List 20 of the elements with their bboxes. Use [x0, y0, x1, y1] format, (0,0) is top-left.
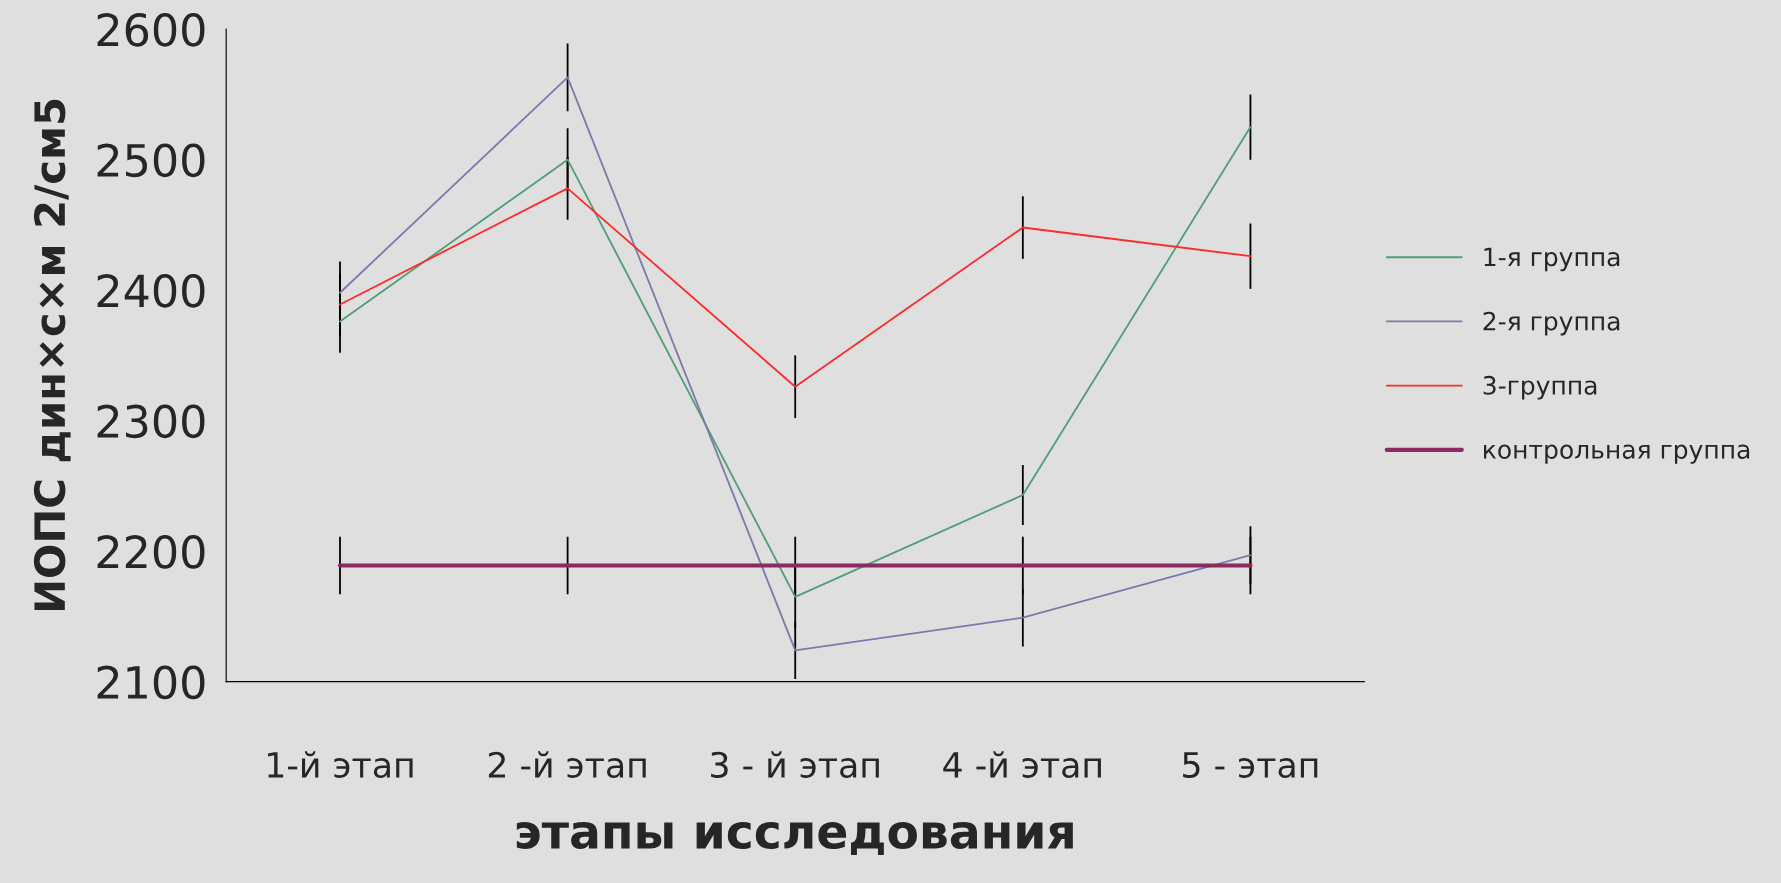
y-tick-label: 2600: [97, 13, 205, 47]
y-tick-label: 2100: [97, 665, 205, 700]
x-tick-label: 3 - й этап: [711, 751, 879, 778]
x-tick-label: 2 -й этап: [488, 751, 646, 778]
x-axis-title: этапы исследования: [516, 821, 1073, 855]
y-tick-label: 2400: [97, 274, 205, 308]
y-tick-label: 2500: [97, 143, 205, 178]
line-series: [339, 126, 1252, 598]
x-tick-label: 1-й этап: [268, 751, 413, 778]
legend-label: 2-я группа: [1483, 311, 1620, 336]
y-axis-title: ИОПС дин×с×м 2/см5: [33, 99, 71, 611]
line-series: [339, 187, 1252, 388]
x-tick-label: 5 - этап: [1183, 752, 1318, 778]
legend-label: контрольная группа: [1484, 444, 1750, 464]
x-tick-label: 4 -й этап: [943, 751, 1101, 778]
legend-label: 1-я группа: [1484, 247, 1620, 272]
legend-label: 3-группа: [1483, 375, 1597, 400]
line-series: [339, 76, 1252, 652]
y-tick-label: 2200: [97, 535, 205, 569]
y-tick-label: 2300: [97, 404, 205, 439]
